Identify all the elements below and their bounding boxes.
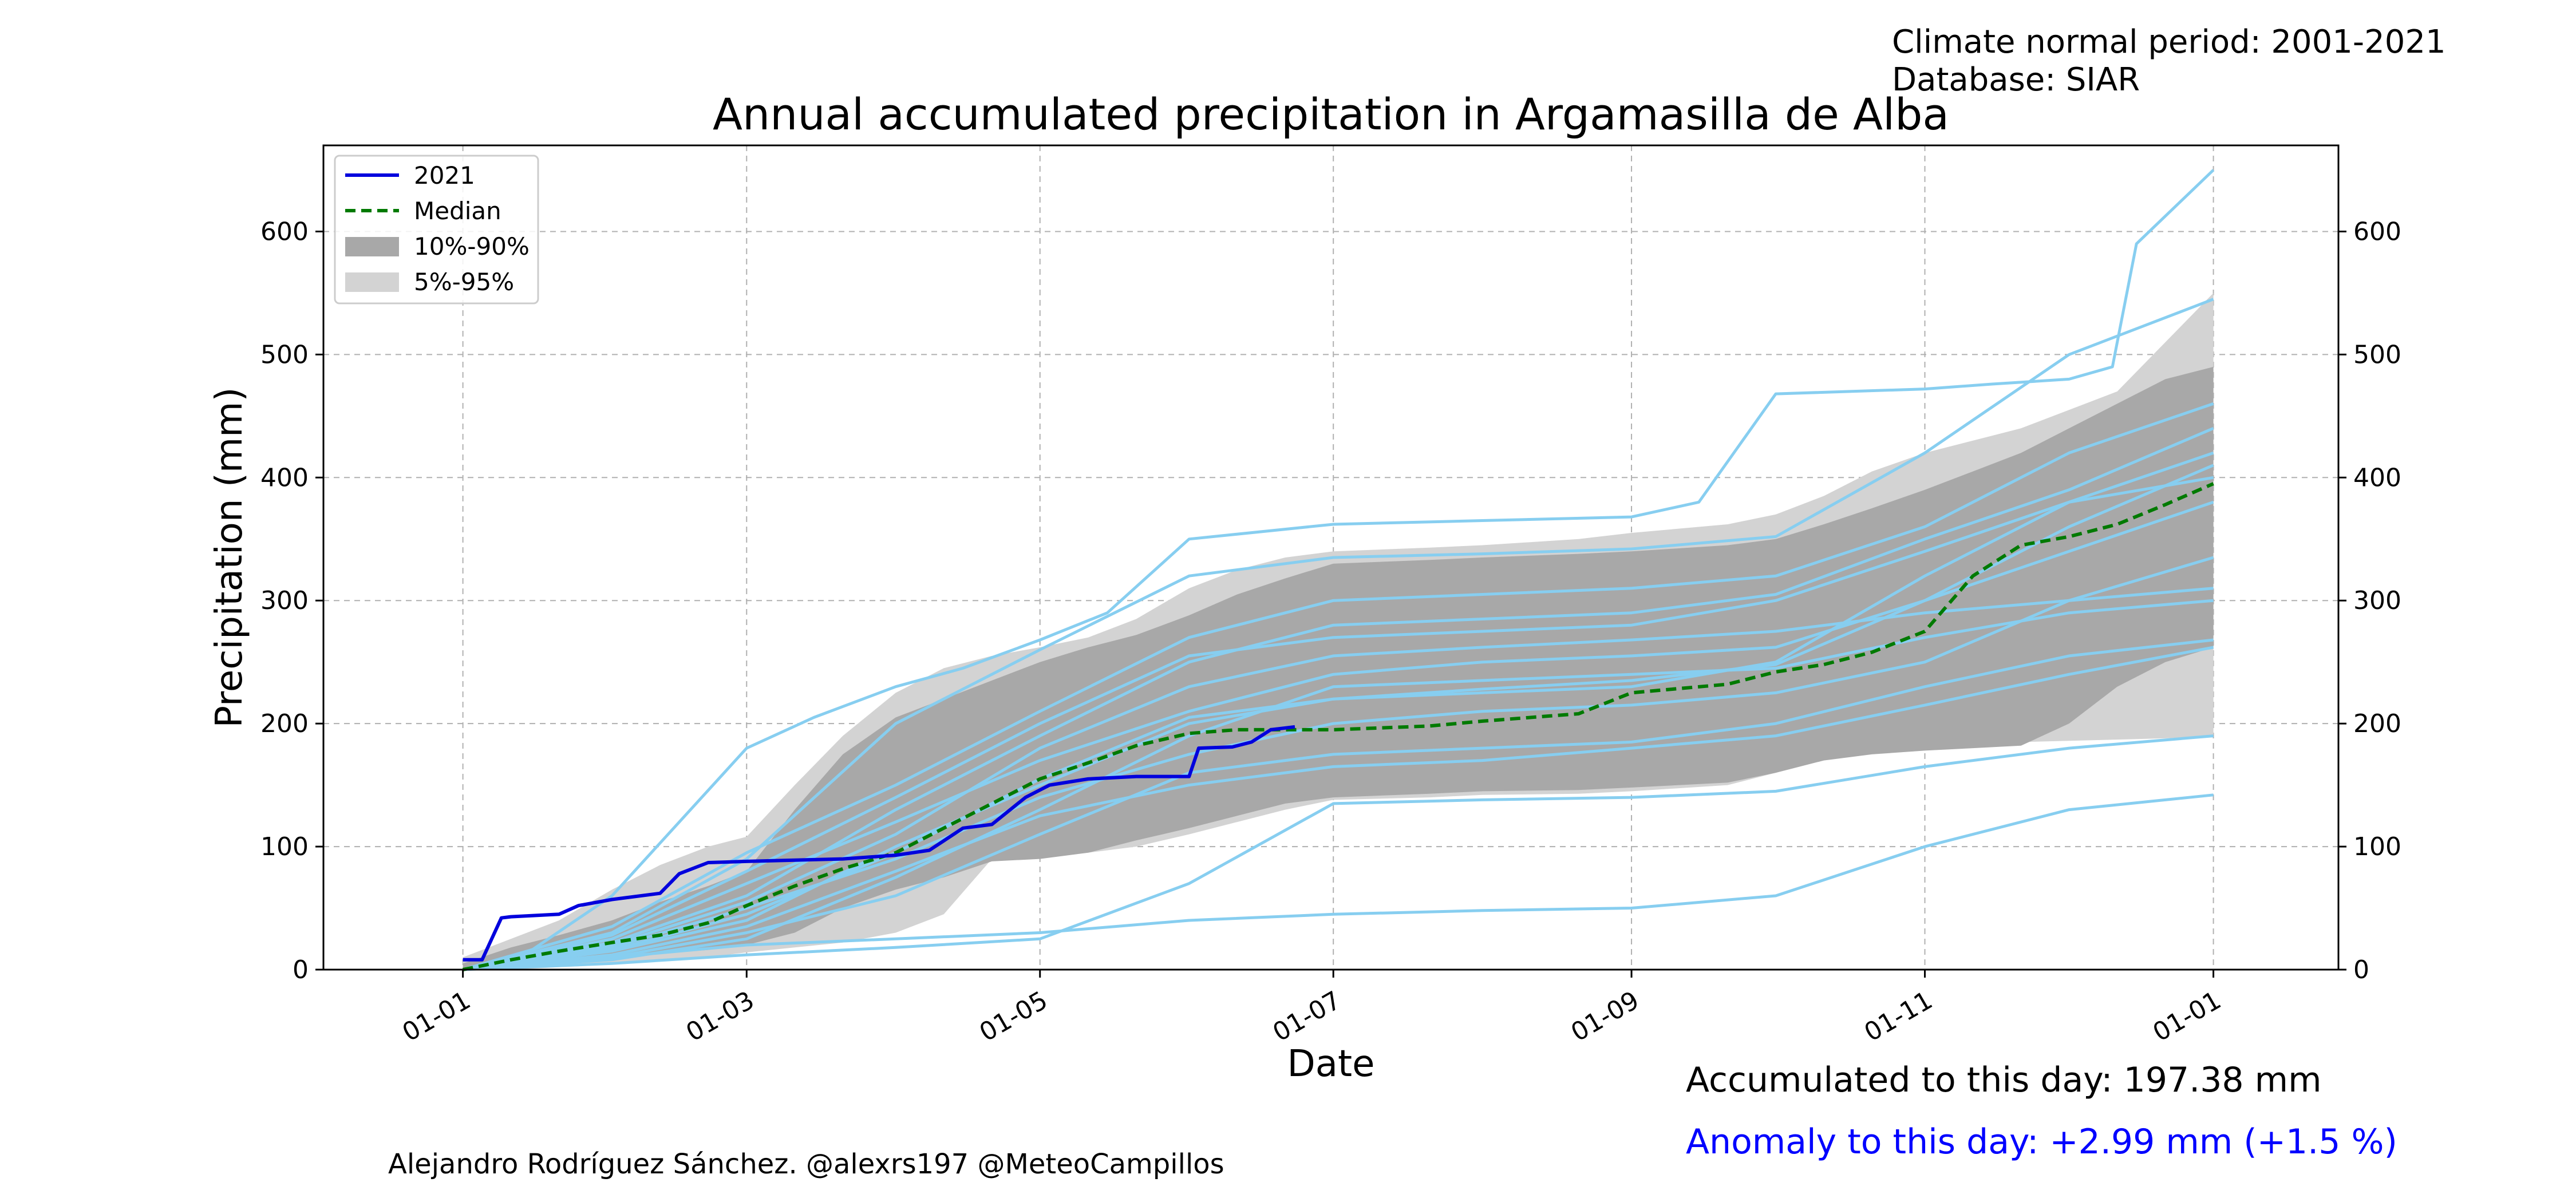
legend-swatch-5-95 [345,272,399,292]
historical-year-line [462,402,2214,971]
legend-label: Median [414,197,501,225]
historical-year-line [463,556,2214,971]
database-note: Database: SIAR [1892,61,2140,98]
y-tick-label: 200 [260,709,309,738]
y-tick-label-right: 100 [2353,832,2401,861]
chart-title: Annual accumulated precipitation in Arga… [713,89,1949,140]
current-year-line [463,725,1295,962]
y-tick-label-right: 400 [2353,463,2401,492]
x-tick-label: 01-03 [681,986,759,1047]
y-tick-label-right: 600 [2353,217,2401,246]
x-tick-label: 01-01 [397,986,475,1047]
legend-label: 5%-95% [414,268,514,296]
y-tick-label: 0 [293,955,309,984]
historical-years [462,169,2215,971]
x-tick-label: 01-09 [1566,986,1644,1047]
historical-year-line [463,638,2214,971]
main-series [462,482,2214,971]
y-tick-label: 100 [260,832,309,861]
y-tick-label: 600 [260,217,309,246]
climate-period-note: Climate normal period: 2001-2021 [1892,23,2446,61]
historical-year-line [463,734,2214,971]
y-tick-label-right: 0 [2353,955,2369,984]
x-tick-label: 01-07 [1268,986,1346,1047]
legend-label: 10%-90% [414,232,530,260]
historical-year-line [462,169,2215,971]
y-axis-label: Precipitation (mm) [208,388,251,728]
historical-year-line [463,464,2214,971]
historical-year-line [463,427,2214,971]
x-tick-label: 01-11 [1859,986,1937,1047]
y-tick-label: 400 [260,463,309,492]
legend: 2021 Median 10%-90% 5%-95% [334,155,539,305]
historical-year-line [463,646,2214,971]
historical-year-line [462,298,2214,971]
y-tick-label-right: 500 [2353,340,2401,369]
x-axis-label: Date [1287,1043,1375,1085]
x-tick-label: 01-05 [975,986,1053,1047]
historical-year-line [463,587,2214,971]
anomaly-text: Anomaly to this day: +2.99 mm (+1.5 %) [1686,1122,2397,1162]
historical-year-line [463,793,2214,971]
plot-frame [322,144,2340,971]
legend-swatch-10-90 [345,237,399,256]
y-tick-label: 300 [260,586,309,615]
historical-year-line [463,599,2214,971]
legend-box [334,155,539,305]
legend-label: 2021 [414,161,475,189]
y-tick-label-right: 200 [2353,709,2401,738]
accumulated-text: Accumulated to this day: 197.38 mm [1686,1060,2322,1100]
historical-year-line [463,476,2214,971]
median-line [462,482,2214,971]
y-tick-label: 500 [260,340,309,369]
author-credit: Alejandro Rodríguez Sánchez. @alexrs197 … [388,1148,1224,1180]
x-tick-label: 01-01 [2148,986,2226,1047]
y-tick-label-right: 300 [2353,586,2401,615]
